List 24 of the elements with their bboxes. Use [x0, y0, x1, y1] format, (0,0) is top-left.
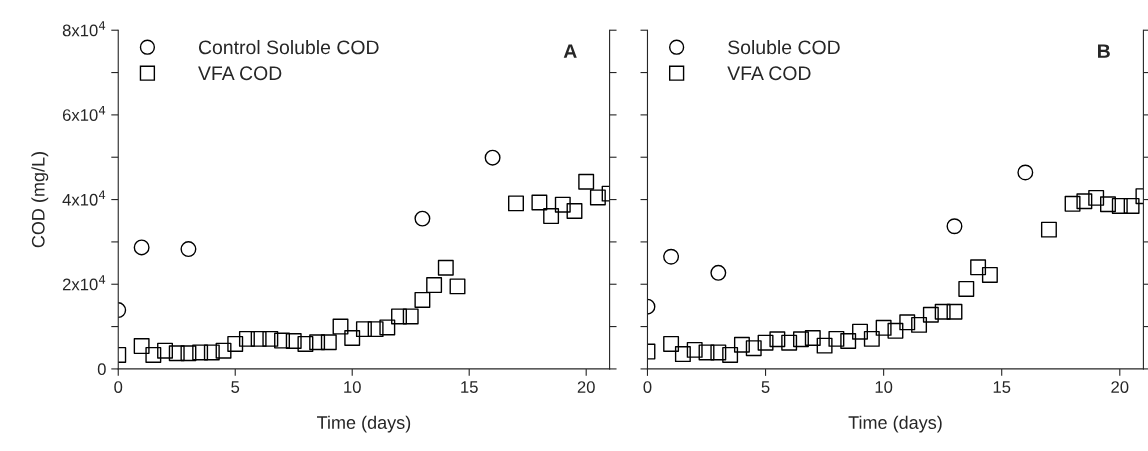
x-tick-label: 20 — [577, 381, 595, 393]
y-tick-label: 6x10$^{4}$ — [62, 105, 106, 121]
y-tick-label: 4x10$^{4}$ — [62, 190, 106, 206]
x-axis-title: Time (days) — [317, 415, 411, 433]
annotation: A — [563, 44, 577, 58]
x-tick-label: 10 — [344, 381, 361, 393]
x-tick-label: 5 — [761, 381, 770, 393]
x-tick-label: 15 — [461, 381, 478, 393]
y-axis-title: COD (mg/L) — [31, 152, 49, 248]
x-tick-label: 20 — [1111, 381, 1129, 393]
annotation: B — [1098, 44, 1110, 58]
y-tick-label: 0 — [97, 363, 106, 376]
x-tick-label: 10 — [875, 381, 893, 393]
x-tick-label: 5 — [231, 381, 240, 393]
x-tick-label: 0 — [643, 381, 652, 393]
y-tick-label: 2x10$^{4}$ — [62, 275, 106, 291]
y-tick-label: 8x10$^{4}$ — [62, 21, 106, 37]
legend-label: Control Soluble COD — [198, 39, 379, 55]
x-tick-label: 15 — [993, 381, 1011, 393]
legend-label: VFA COD — [727, 66, 811, 81]
x-tick-label: 0 — [114, 381, 123, 393]
x-axis-title: Time (days) — [848, 415, 942, 433]
legend-label: VFA COD — [198, 66, 282, 81]
legend-label: Soluble COD — [728, 39, 840, 55]
